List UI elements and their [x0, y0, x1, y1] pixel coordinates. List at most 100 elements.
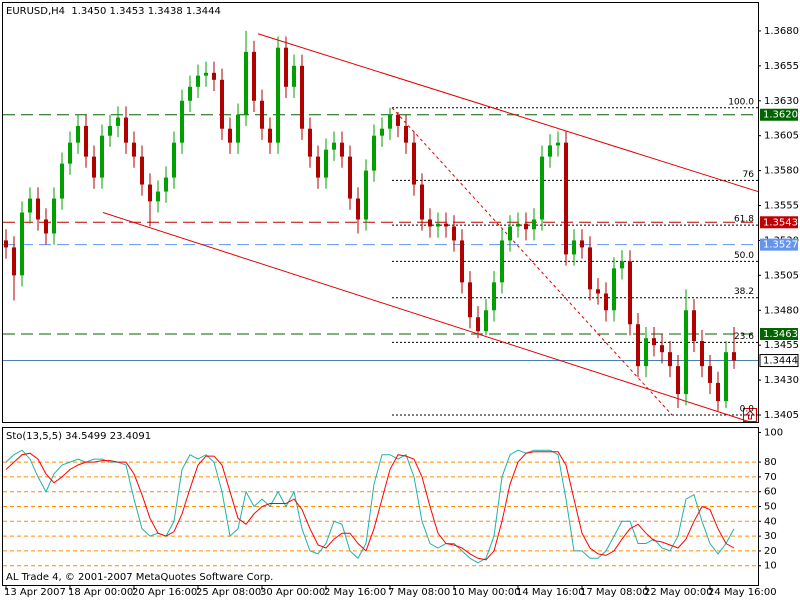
candle-body: [716, 382, 720, 402]
candle-body: [508, 226, 512, 241]
indicator-line: [5, 451, 735, 561]
candle-body: [164, 177, 168, 192]
candle-body: [332, 142, 336, 150]
candle-body: [548, 145, 552, 157]
x-tick-label: 24 May 16:00: [708, 587, 777, 598]
y-tick-label: 30: [764, 531, 777, 542]
y-tick-label: 1.3480: [764, 305, 799, 316]
candle-body: [212, 72, 216, 80]
x-tick-label: 2 May 16:00: [324, 587, 386, 598]
candle-body: [444, 223, 448, 227]
y-tick-label: 1.3580: [764, 166, 799, 177]
y-tick-label: 60: [764, 487, 777, 498]
candle-body: [644, 338, 648, 367]
candle-body: [12, 247, 16, 276]
candle-body: [364, 170, 368, 220]
candle-body: [708, 366, 712, 383]
x-tick-label: 7 May 08:00: [388, 587, 450, 598]
candle-body: [460, 240, 464, 283]
candle-body: [636, 324, 640, 367]
y-tick-label: 20: [764, 546, 777, 557]
candle-body: [100, 135, 104, 178]
candle-body: [724, 352, 728, 402]
candle-body: [412, 142, 416, 185]
y-tick-label: 1.3680: [764, 26, 799, 37]
price-box-label: 1.3444: [763, 356, 798, 367]
x-tick-label: 18 Apr 00:00: [68, 587, 133, 598]
fib-label: 38.2: [734, 287, 754, 297]
candle-body: [684, 310, 688, 395]
y-tick-label: 1.3630: [764, 96, 799, 107]
candle-body: [196, 75, 200, 87]
price-box-label: 1.3463: [763, 329, 798, 340]
y-tick-label: 10: [764, 561, 777, 572]
fib-label: 0.0: [740, 405, 755, 415]
candle-body: [148, 184, 152, 202]
y-tick-label: 1.3655: [764, 61, 799, 72]
candle-body: [356, 198, 360, 220]
chart-title: EURUSD,H4 1.3450 1.3453 1.3438 1.3444: [6, 6, 221, 17]
candle-body: [452, 226, 456, 241]
candle-body: [388, 114, 392, 129]
candle-body: [396, 114, 400, 126]
candle-body: [108, 125, 112, 136]
candle-body: [652, 338, 656, 346]
fib-label: 50.0: [734, 251, 754, 261]
candle-body: [244, 51, 248, 115]
candle-body: [564, 142, 568, 255]
candle-body: [220, 79, 224, 129]
price-box-label: 1.3527: [763, 240, 798, 251]
price-box: [760, 238, 798, 251]
candle-body: [316, 156, 320, 178]
candle-body: [252, 51, 256, 101]
price-box: [759, 354, 799, 368]
y-tick-label: 1.3605: [764, 131, 799, 142]
candle-body: [428, 219, 432, 227]
indicator-title: Sto(13,5,5) 34.5499 23.4091: [6, 431, 151, 442]
candle-body: [308, 128, 312, 157]
candle-body: [604, 293, 608, 311]
candle-body: [68, 142, 72, 164]
candle-body: [172, 142, 176, 178]
candle-body: [60, 163, 64, 199]
y-tick-label: 1.3505: [764, 270, 799, 281]
candle-body: [188, 86, 192, 101]
candle-body: [292, 65, 296, 87]
candle-body: [140, 156, 144, 185]
candle-body: [236, 114, 240, 143]
price-box: [760, 328, 798, 341]
candle-body: [268, 128, 272, 143]
fib-label: 23.6: [734, 332, 754, 342]
candle-body: [556, 142, 560, 146]
candle-body: [500, 240, 504, 283]
trendline: [257, 33, 759, 193]
y-tick-label: 1.3430: [764, 375, 799, 386]
candle-body: [404, 125, 408, 143]
candle-body: [204, 72, 208, 76]
candle-body: [156, 191, 160, 202]
candle-body: [588, 247, 592, 290]
candle-body: [124, 117, 128, 143]
y-tick-label: 40: [764, 516, 777, 527]
candle-body: [276, 47, 280, 143]
candle-body: [180, 100, 184, 143]
candle-body: [92, 156, 96, 178]
x-tick-label: 22 May 00:00: [644, 587, 713, 598]
indicator-line: [5, 449, 735, 564]
candle-body: [28, 198, 32, 213]
x-tick-label: 17 May 08:00: [580, 587, 649, 598]
candle-body: [76, 125, 80, 143]
candle-body: [700, 340, 704, 367]
candle-body: [516, 223, 520, 227]
candle-body: [484, 310, 488, 332]
y-tick-label: 100: [764, 427, 783, 438]
candle-body: [84, 125, 88, 157]
y-tick-label: 1.3455: [764, 340, 799, 351]
candle-body: [436, 223, 440, 227]
price-box-label: 1.3620: [763, 110, 798, 121]
candle-body: [628, 261, 632, 325]
x-tick-label: 20 Apr 16:00: [132, 587, 197, 598]
candle-body: [468, 282, 472, 318]
y-tick-label: 70: [764, 472, 777, 483]
